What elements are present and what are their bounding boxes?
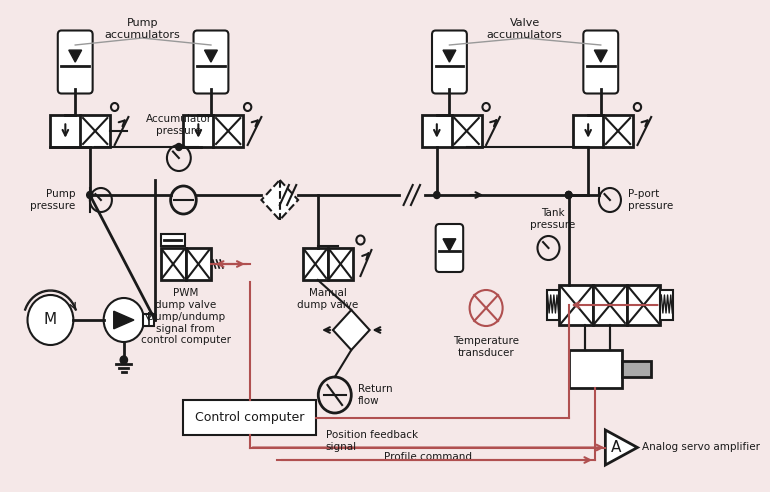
Polygon shape [114,311,134,329]
Text: Temperature
transducer: Temperature transducer [453,336,519,358]
Polygon shape [205,50,217,62]
Circle shape [565,191,572,198]
FancyBboxPatch shape [584,31,618,93]
FancyBboxPatch shape [193,31,229,93]
Text: Accumulator
pressure: Accumulator pressure [146,115,212,136]
Bar [573,115,633,147]
Circle shape [176,144,182,151]
Polygon shape [69,50,82,62]
Bar [560,285,593,325]
Polygon shape [594,50,608,62]
Text: Profile command: Profile command [383,453,472,462]
Bar [183,400,316,435]
Bar [627,285,661,325]
Text: Position feedback
signal: Position feedback signal [326,430,418,452]
Text: Control computer: Control computer [196,411,305,424]
Bar [303,248,328,280]
Text: A: A [611,440,621,455]
Bar [186,248,211,280]
Bar [160,248,186,280]
Bar [622,362,651,376]
Text: Analog servo amplifier: Analog servo amplifier [642,442,760,453]
FancyBboxPatch shape [432,31,467,93]
Bar [183,115,243,147]
Bar [422,115,481,147]
Polygon shape [261,180,298,220]
Text: Tank
pressure: Tank pressure [531,209,576,230]
Circle shape [434,191,440,198]
Circle shape [565,191,572,198]
Circle shape [87,191,93,198]
FancyBboxPatch shape [436,224,464,272]
Bar [661,290,673,320]
Text: PWM
dump valve: PWM dump valve [155,288,216,309]
Text: Manual
dump valve: Manual dump valve [297,288,359,309]
Bar [160,234,185,246]
Bar [547,290,560,320]
Text: Return
flow: Return flow [358,384,393,406]
Text: Dump/undump
signal from
control computer: Dump/undump signal from control computer [141,312,231,345]
Bar [569,350,622,388]
Text: M: M [44,312,57,328]
Bar [593,285,627,325]
Polygon shape [605,430,638,465]
Circle shape [565,191,572,198]
Circle shape [104,298,144,342]
Circle shape [28,295,73,345]
Text: Pump
accumulators: Pump accumulators [104,18,180,39]
Polygon shape [443,50,456,62]
Bar [51,115,110,147]
Circle shape [120,356,128,364]
FancyBboxPatch shape [58,31,92,93]
Bar [143,314,154,326]
Polygon shape [443,239,456,251]
Text: Pump
pressure: Pump pressure [30,189,75,211]
Polygon shape [333,310,370,350]
Text: Valve
accumulators: Valve accumulators [487,18,563,39]
Text: P-port
pressure: P-port pressure [628,189,674,211]
Bar [328,248,353,280]
